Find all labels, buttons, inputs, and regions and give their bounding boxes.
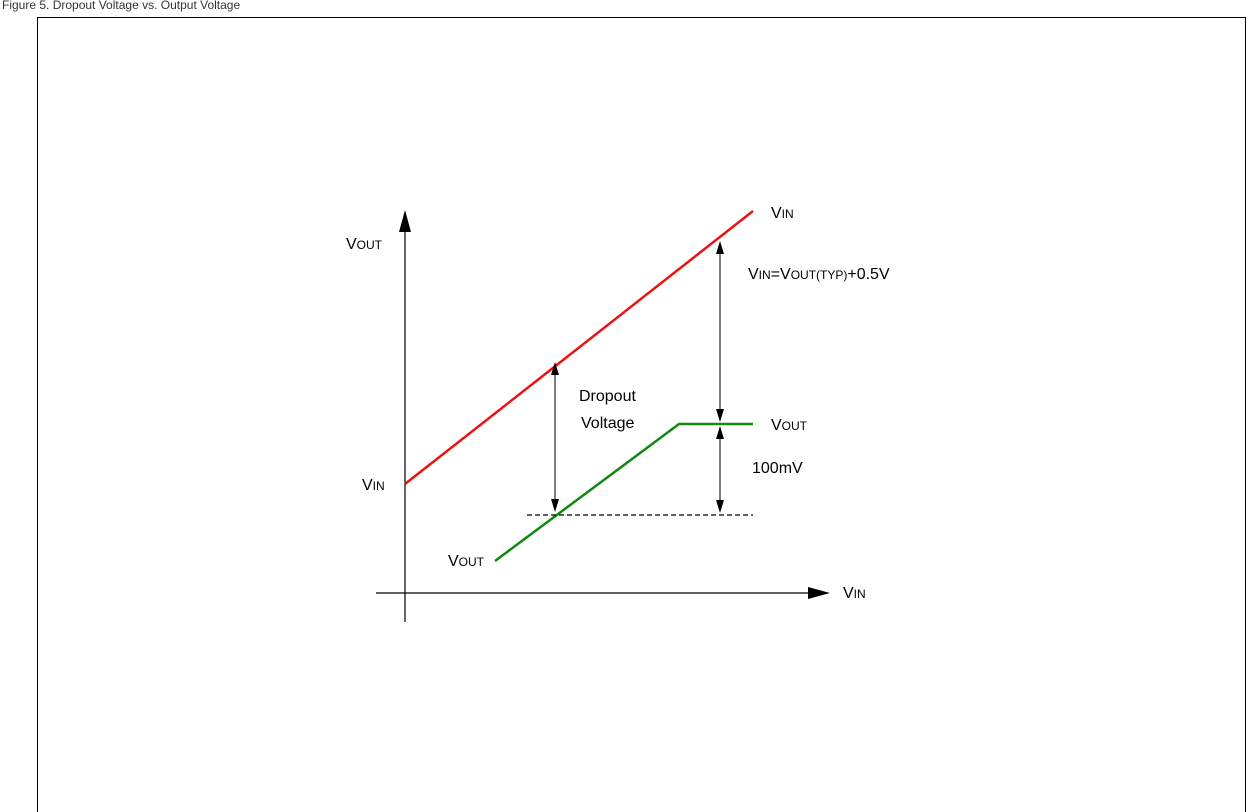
condition-arrow	[716, 241, 724, 422]
y-axis-arrowhead	[399, 210, 411, 232]
vout-flat-label: VOUT	[771, 417, 808, 434]
x-axis-label: VIN	[843, 585, 866, 602]
vin-intercept-label: VIN	[362, 477, 385, 494]
figure-frame	[37, 17, 1246, 812]
hundred-mv-label: 100mV	[752, 460, 803, 477]
figure-caption: Figure 5. Dropout Voltage vs. Output Vol…	[2, 0, 241, 12]
dropout-label-line1: Dropout	[579, 388, 636, 405]
y-axis-label: VOUT	[346, 236, 383, 253]
dropout-voltage-arrow	[551, 362, 559, 512]
condition-label: VIN=VOUT(TYP)+0.5V	[748, 266, 890, 283]
vin-line-label: VIN	[771, 205, 794, 222]
vout-start-label: VOUT	[448, 553, 485, 570]
dropout-label-line2: Voltage	[581, 415, 634, 432]
vout-line	[494, 422, 753, 563]
hundred-mv-arrow	[716, 426, 724, 513]
vin-line	[404, 210, 754, 485]
x-axis-arrowhead	[808, 587, 830, 599]
